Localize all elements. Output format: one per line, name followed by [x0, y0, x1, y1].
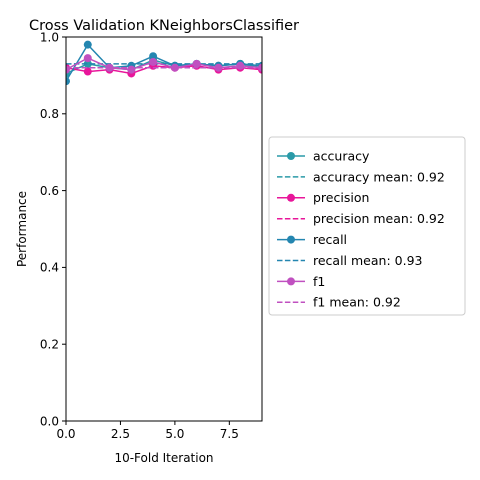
point-recall	[149, 52, 158, 61]
y-tick-label: 0.4	[40, 261, 59, 275]
point-recall	[83, 40, 92, 49]
x-axis: 0.0 2.5 5.0 7.5	[56, 421, 239, 441]
x-tick-label: 7.5	[220, 427, 239, 441]
y-tick-label: 0.2	[40, 338, 59, 352]
x-tick-label: 5.0	[165, 427, 184, 441]
line-recall	[66, 43, 262, 82]
series-f1	[66, 54, 262, 74]
line-precision	[66, 65, 262, 75]
point-recall	[66, 77, 70, 86]
y-tick-label: 0.0	[40, 414, 59, 428]
legend: accuracy accuracy mean: 0.92 precision prec…	[268, 136, 466, 316]
point-f1	[214, 63, 223, 72]
x-axis-label: 10-Fold Iteration	[114, 451, 213, 465]
y-tick-label: 0.8	[40, 107, 59, 121]
y-tick-label: 1.0	[40, 30, 59, 44]
legend-mean-label-precision: precision mean: 0.92	[313, 211, 445, 226]
x-tick-label: 0.0	[56, 427, 75, 441]
y-tick-label: 0.6	[40, 184, 59, 198]
point-precision	[83, 67, 92, 76]
plot-area	[66, 40, 262, 86]
point-f1	[83, 54, 92, 63]
legend-marker-f1	[287, 277, 295, 286]
legend-marker-recall	[287, 235, 295, 244]
legend-mean-label-accuracy: accuracy mean: 0.92	[313, 169, 445, 184]
point-f1	[127, 65, 136, 74]
point-f1	[170, 63, 179, 72]
point-f1	[236, 61, 245, 70]
point-f1	[105, 63, 114, 72]
point-f1	[149, 57, 158, 66]
legend-label-precision: precision	[313, 190, 369, 205]
line-f1	[66, 57, 262, 71]
point-f1	[66, 65, 70, 74]
x-tick-label: 2.5	[111, 427, 130, 441]
legend-marker-accuracy	[287, 152, 295, 160]
legend-frame	[268, 136, 466, 316]
y-axis: 0.0 0.2 0.4 0.6 0.8 1.0	[40, 30, 66, 428]
point-f1	[192, 59, 201, 68]
point-accuracy	[83, 59, 92, 68]
legend-label-accuracy: accuracy	[313, 148, 370, 163]
legend-marker-precision	[287, 193, 295, 202]
legend-label-f1: f1	[313, 274, 325, 289]
y-axis-label: Performance	[15, 191, 29, 267]
legend-mean-label-f1: f1 mean: 0.92	[313, 295, 401, 310]
point-f1	[258, 63, 262, 72]
plot-frame	[65, 36, 263, 422]
legend-mean-label-recall: recall mean: 0.93	[313, 253, 422, 268]
chart-title: Cross Validation KNeighborsClassifier	[29, 18, 299, 34]
legend-label-recall: recall	[313, 232, 347, 247]
